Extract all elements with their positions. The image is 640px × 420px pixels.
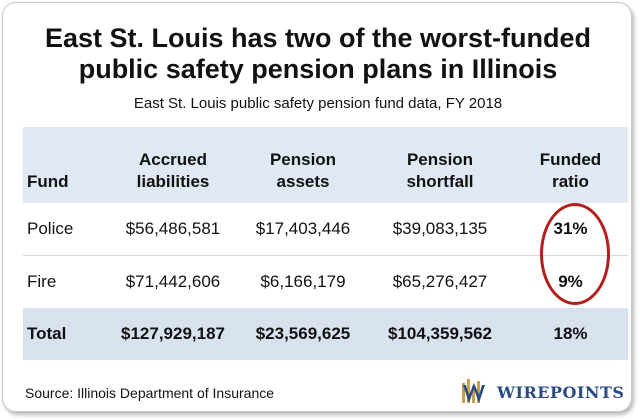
cell-pension-assets: $6,166,179 [260,272,346,291]
cell-pension-assets: $23,569,625 [239,308,367,360]
chart-card: East St. Louis has two of the worst-fund… [2,2,632,412]
title-line-2: public safety pension plans in Illinois [78,54,558,84]
header-pension-shortfall: Pension shortfall [367,127,513,203]
table-row-total: Total $127,929,187 $23,569,625 $104,359,… [23,308,628,360]
wirepoints-logo-text: WIREPOINTS [497,383,625,402]
source-note: Source: Illinois Department of Insurance [25,385,275,401]
wirepoints-logo-mark-icon [462,379,485,403]
cell-accrued-liabilities: $56,486,581 [107,203,239,256]
header-fund: Fund [23,127,107,203]
table-row-police: Police $56,486,581 $17,403,446 $39,083,1… [23,203,628,256]
cell-pension-shortfall: $39,083,135 [367,203,513,256]
funded-ratio-highlight-circle [540,203,610,305]
chart-title: East St. Louis has two of the worst-fund… [3,23,631,85]
table-row-fire: Fire $71,442,606 $6,166,179 $65,276,427 … [23,256,628,309]
cell-fund: Total [23,308,107,360]
cell-accrued-liabilities: $71,442,606 [125,272,221,291]
chart-subtitle: East St. Louis public safety pension fun… [133,95,503,112]
cell-fund: Police [23,203,107,256]
cell-accrued-liabilities: $127,929,187 [107,308,239,360]
header-pension-assets: Pension assets [239,127,367,203]
cell-funded-ratio: 18% [513,308,628,360]
header-funded-ratio: Funded ratio [513,127,628,203]
header-accrued-liabilities: Accrued liabilities [107,127,239,203]
cell-pension-shortfall: $104,359,562 [367,308,513,360]
title-line-1: East St. Louis has two of the worst-fund… [44,23,591,53]
wirepoints-logo: WIREPOINTS [461,377,631,405]
pension-table: Fund Accrued liabilities Pension assets … [23,127,628,360]
cell-pension-shortfall: $65,276,427 [392,272,488,291]
cell-fund: Fire [27,272,57,291]
cell-pension-assets: $17,403,446 [239,203,367,256]
header-row: Fund Accrued liabilities Pension assets … [23,127,628,203]
